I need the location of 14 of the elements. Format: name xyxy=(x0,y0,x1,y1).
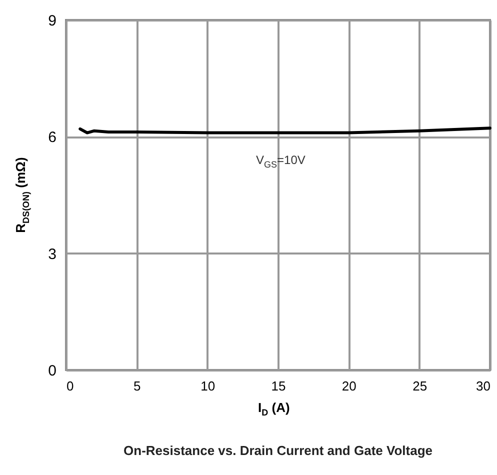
x-tick-label: 30 xyxy=(476,378,490,394)
text: On-Resistance vs. Drain Current and Gate Voltage xyxy=(124,443,432,458)
y-tick-label: 3 xyxy=(48,246,56,263)
x-tick-label: 10 xyxy=(200,378,216,394)
x-tick-label: 0 xyxy=(66,378,74,394)
y-tick-label: 6 xyxy=(48,129,56,146)
x-tick-label: 15 xyxy=(271,378,286,394)
y-tick-label: 0 xyxy=(48,362,56,380)
x-tick-label: 5 xyxy=(134,378,141,394)
x-tick-label: 20 xyxy=(342,378,356,394)
annotation: V$_{GS}$=10V xyxy=(256,153,306,170)
y-tick-label: 9 xyxy=(48,12,56,30)
x-tick-label: 25 xyxy=(412,378,428,394)
x-axis-title: I$_{D}$ (A) xyxy=(258,400,290,418)
